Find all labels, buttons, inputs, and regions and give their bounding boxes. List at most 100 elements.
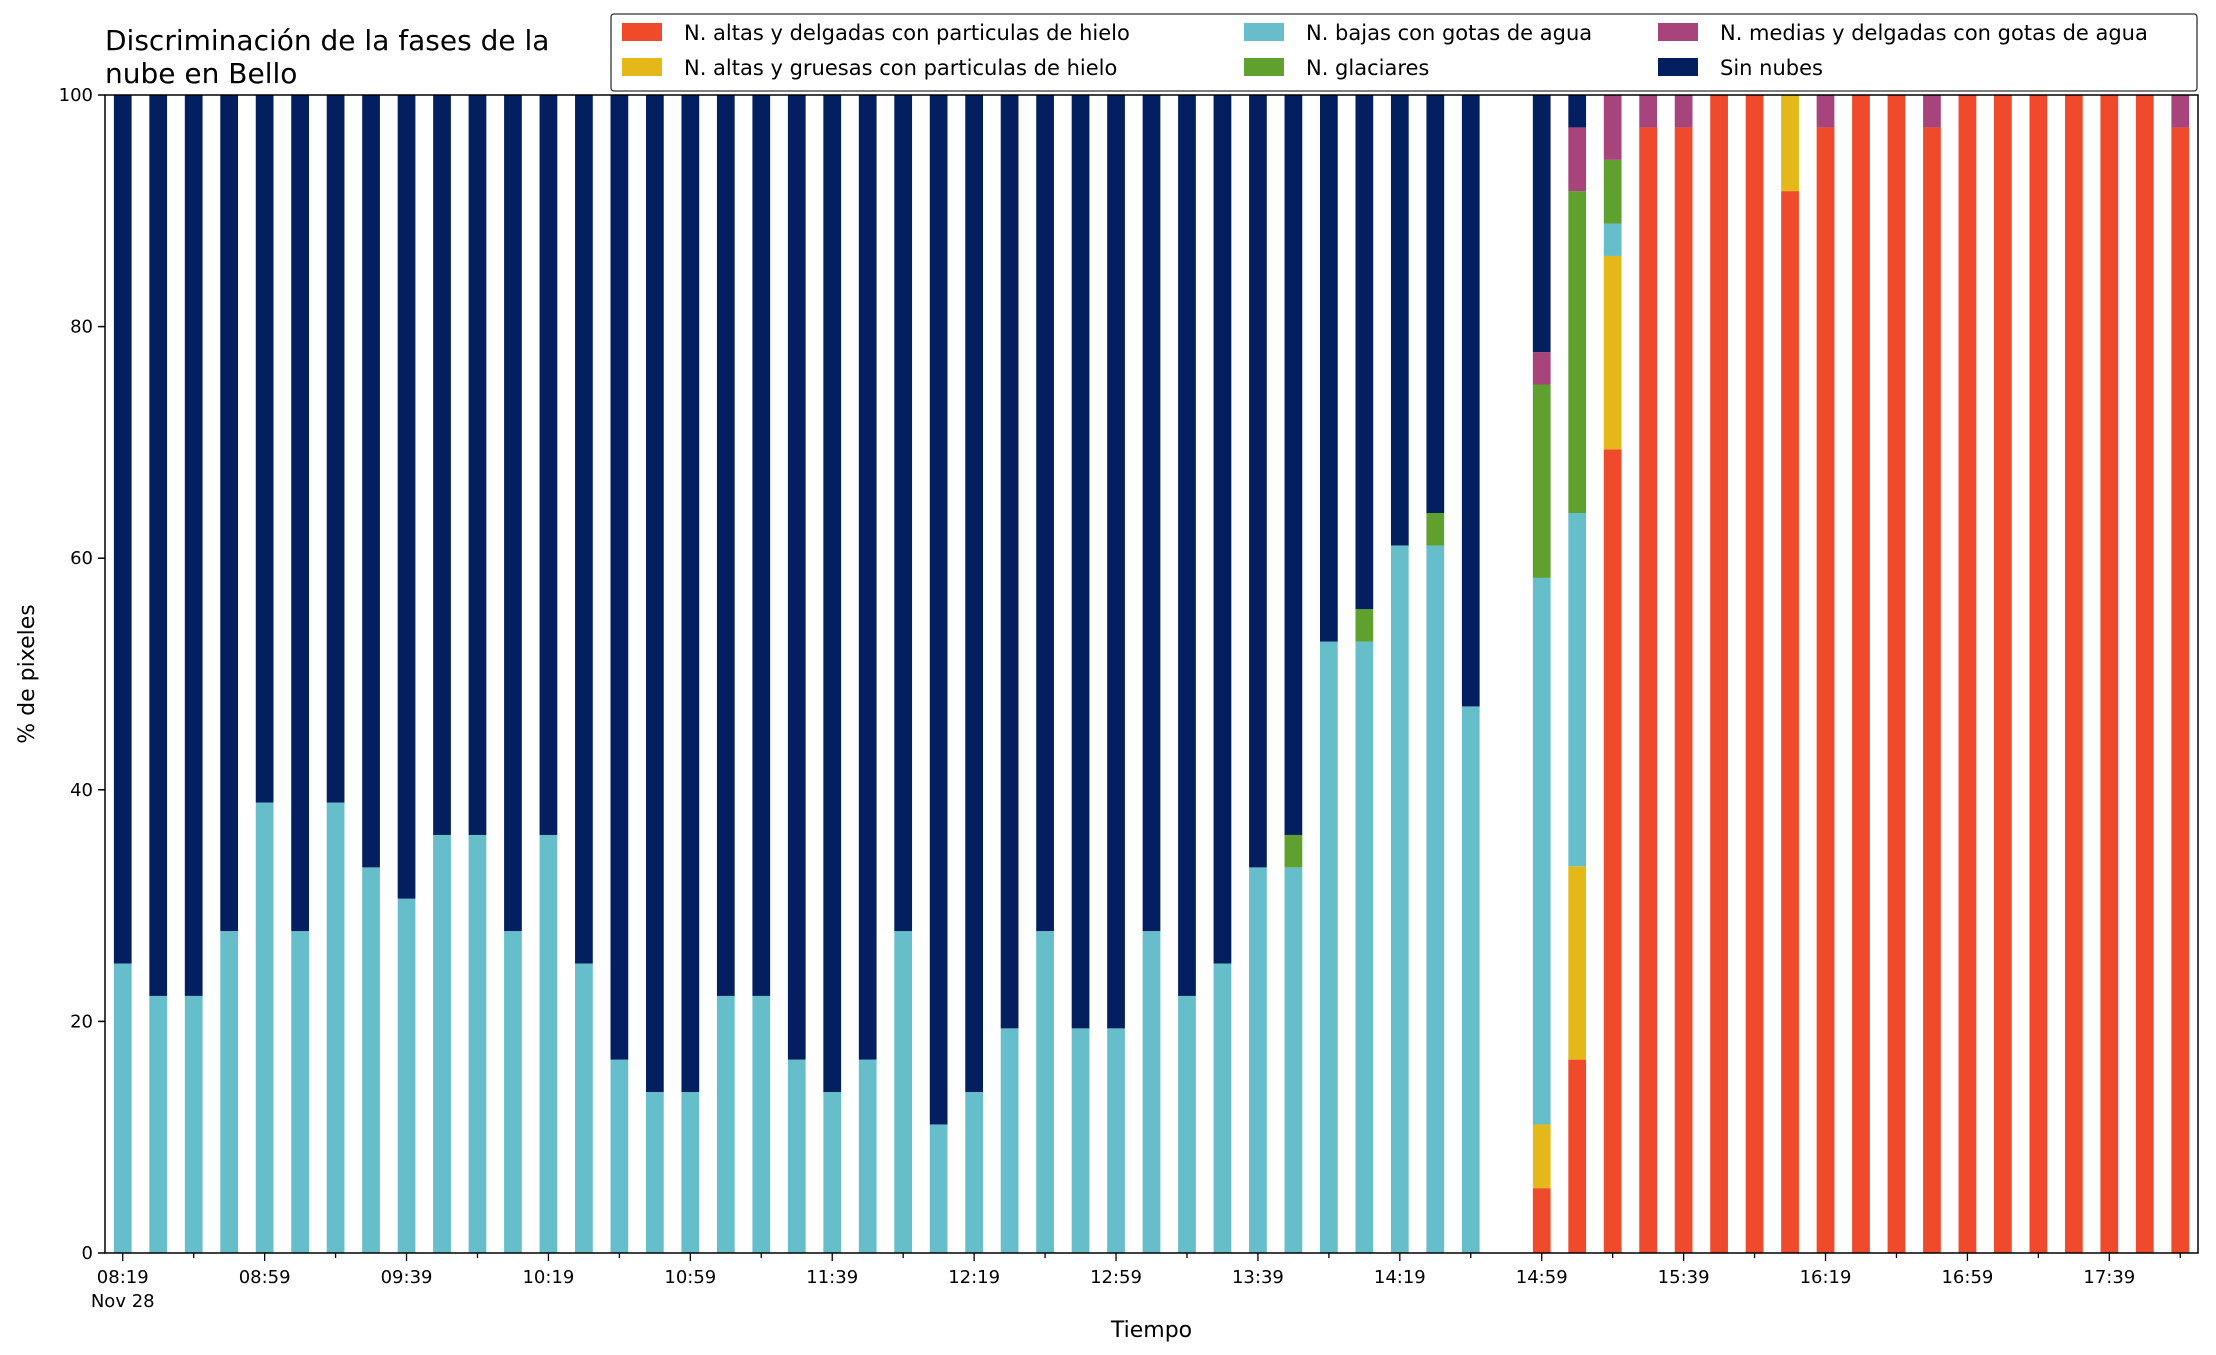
bar-segment-2-36	[1390, 545, 1409, 1253]
bar-segment-0-46	[1745, 95, 1764, 1253]
bar-segment-5-19	[787, 95, 806, 1060]
x-tick-label-0: 08:19	[97, 1267, 149, 1288]
bar-segment-3-42	[1603, 159, 1622, 224]
bar-segment-0-45	[1710, 95, 1728, 1253]
bar-segment-2-4	[255, 802, 274, 1253]
bar-segment-3-35	[1355, 609, 1374, 642]
bar-segment-2-19	[787, 1059, 806, 1253]
bar-segment-2-24	[965, 1092, 983, 1253]
x-tick-label-2: 09:39	[381, 1267, 433, 1288]
x-tick-label-14: 17:39	[2083, 1267, 2135, 1288]
bar-segment-5-14	[610, 95, 629, 1060]
x-tick-label-6: 12:19	[948, 1267, 1000, 1288]
bar-segment-0-40	[1532, 1188, 1551, 1253]
bar-segment-2-33	[1284, 867, 1303, 1253]
x-date-label: Nov 28	[91, 1291, 155, 1312]
bar-segment-5-24	[965, 95, 983, 1093]
bar-segment-5-0	[113, 95, 132, 964]
bar-segment-0-57	[2135, 95, 2154, 1253]
bar-segment-5-2	[184, 95, 203, 996]
bars-group	[113, 95, 2190, 1254]
bar-segment-2-18	[752, 995, 771, 1253]
bar-segment-4-42	[1603, 95, 1622, 160]
bar-segment-2-0	[113, 963, 132, 1253]
x-tick-label-3: 10:19	[522, 1267, 574, 1288]
bar-segment-2-17	[716, 995, 735, 1253]
legend-label-1: N. altas y gruesas con particulas de hie…	[684, 56, 1117, 80]
bar-segment-5-6	[326, 95, 345, 803]
bar-segment-2-40	[1532, 577, 1551, 1125]
y-axis-label: % de pixeles	[15, 604, 40, 743]
legend-label-3: N. glaciares	[1306, 56, 1429, 80]
bar-segment-5-9	[433, 95, 451, 835]
legend-label-2: N. bajas con gotas de agua	[1306, 21, 1592, 45]
bar-segment-0-51	[1923, 127, 1941, 1253]
bar-segment-2-15	[645, 1092, 664, 1253]
bar-segment-5-33	[1284, 95, 1303, 835]
bar-segment-5-1	[149, 95, 168, 996]
x-tick-label-5: 11:39	[806, 1267, 858, 1288]
bar-segment-5-5	[291, 95, 309, 932]
bar-segment-5-20	[823, 95, 842, 1093]
bar-segment-2-9	[433, 834, 451, 1253]
bar-segment-2-20	[823, 1092, 842, 1253]
bar-segment-5-11	[504, 95, 522, 932]
bar-segment-5-25	[1000, 95, 1019, 1029]
x-tick-label-7: 12:59	[1090, 1267, 1142, 1288]
bar-segment-0-50	[1887, 95, 1906, 1253]
bar-segment-4-44	[1674, 95, 1693, 128]
bar-segment-5-32	[1249, 95, 1267, 868]
bar-segment-2-32	[1249, 867, 1267, 1253]
y-tick-label-4: 80	[70, 317, 93, 338]
bar-segment-5-36	[1390, 95, 1409, 546]
legend-label-4: N. medias y delgadas con gotas de agua	[1720, 21, 2148, 45]
bar-segment-1-47	[1781, 95, 1799, 192]
bar-segment-5-12	[539, 95, 558, 835]
bar-segment-2-6	[326, 802, 345, 1253]
bar-segment-3-40	[1532, 384, 1551, 578]
bar-segment-5-22	[894, 95, 913, 932]
legend-swatch-2	[1244, 23, 1284, 41]
bar-segment-2-26	[1036, 931, 1054, 1253]
y-tick-label-0: 0	[82, 1243, 93, 1264]
bar-segment-2-16	[681, 1092, 700, 1253]
x-tick-label-12: 16:19	[1800, 1267, 1852, 1288]
bar-segment-5-15	[645, 95, 664, 1093]
bar-segment-4-48	[1816, 95, 1835, 128]
bar-segment-3-41	[1568, 191, 1587, 514]
bar-segment-2-23	[929, 1124, 948, 1253]
bar-segment-2-14	[610, 1059, 629, 1253]
bar-segment-0-58	[2171, 127, 2190, 1253]
bar-segment-3-33	[1284, 834, 1303, 868]
bar-segment-2-38	[1461, 706, 1480, 1253]
plot-frame	[104, 94, 2199, 1254]
bar-segment-4-41	[1568, 127, 1587, 192]
bar-segment-2-21	[858, 1059, 877, 1253]
bar-segment-2-7	[362, 867, 380, 1253]
bar-segment-0-47	[1781, 191, 1799, 1254]
bar-segment-2-34	[1320, 641, 1338, 1253]
y-tick-label-5: 100	[59, 85, 93, 106]
bar-segment-0-48	[1816, 127, 1835, 1253]
bar-segment-2-25	[1000, 1028, 1019, 1253]
bar-segment-2-12	[539, 834, 558, 1253]
bar-segment-0-44	[1674, 127, 1693, 1253]
chart-title-line-0: Discriminación de la fases de la	[105, 24, 549, 57]
bar-segment-5-4	[255, 95, 274, 803]
bar-segment-0-52	[1958, 95, 1977, 1253]
x-tick-label-9: 14:19	[1374, 1267, 1426, 1288]
y-axis: 0 20 40 60 80 100	[59, 85, 105, 1264]
y-tick-label-2: 40	[70, 780, 93, 801]
bar-segment-5-7	[362, 95, 380, 868]
bar-segment-4-51	[1923, 95, 1941, 128]
bar-segment-2-11	[504, 931, 522, 1253]
x-tick-label-11: 15:39	[1658, 1267, 1710, 1288]
bar-segment-0-54	[2029, 95, 2048, 1253]
x-tick-label-8: 13:39	[1232, 1267, 1284, 1288]
bar-segment-2-35	[1355, 641, 1374, 1253]
legend-label-0: N. altas y delgadas con particulas de hi…	[684, 21, 1130, 45]
x-tick-label-10: 14:59	[1516, 1267, 1568, 1288]
legend-swatch-3	[1244, 58, 1284, 76]
bar-segment-2-31	[1213, 963, 1232, 1253]
